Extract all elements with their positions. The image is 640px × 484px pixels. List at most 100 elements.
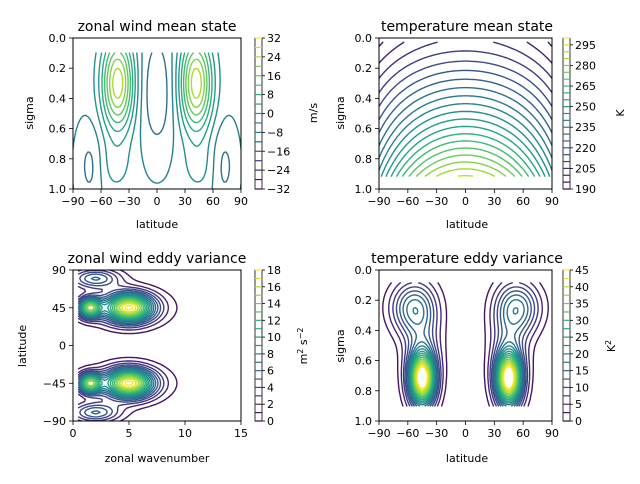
contour-level [408, 147, 523, 177]
contour-level [415, 154, 516, 177]
colorbar-tick-label: −32 [267, 183, 290, 196]
y-tick-label: 0.0 [355, 32, 373, 45]
x-axis-label: latitude [136, 218, 178, 231]
x-tick-label: 30 [487, 427, 501, 440]
contour-level [409, 348, 522, 404]
contour-level [73, 52, 241, 189]
contour-level [424, 161, 507, 177]
colorbar-tick-label: 8 [267, 348, 274, 361]
panel-title: temperature eddy variance [371, 251, 563, 267]
contour-level [379, 86, 552, 147]
panel-title: temperature mean state [381, 19, 553, 35]
colorbar: 190 205 220 235 250 265 280 295 [562, 37, 596, 196]
contour-level [98, 52, 216, 147]
contour-level [416, 365, 515, 390]
x-tick-label: −30 [425, 195, 448, 208]
contour-lines [382, 282, 549, 407]
contour-level [388, 282, 543, 407]
colorbar-tick-label: −24 [267, 164, 290, 177]
colorbar-tick-label: 205 [575, 162, 596, 175]
y-tick-label: 0.8 [49, 153, 67, 166]
y-tick-label: 0.6 [49, 123, 67, 136]
colorbar-tick-label: 14 [267, 298, 281, 311]
contour-lines [77, 270, 178, 421]
colorbar-tick-label: 235 [575, 121, 596, 134]
colorbar-tick-label: 10 [575, 381, 589, 394]
panel-zonal-wind-eddy: zonal wind eddy variance 0 5 10 15 90 45 0 −45… [16, 251, 310, 465]
colorbar-tick-label: −16 [267, 145, 290, 158]
contour-level [106, 52, 208, 116]
colorbar-tick-label: 5 [575, 398, 582, 411]
colorbar-tick-label: 4 [267, 381, 274, 394]
panel-zonal-wind-mean: zonal wind mean state −90 −60 −30 0 30 60 90 0… [23, 19, 320, 231]
contour-level [93, 52, 221, 183]
contour-level [101, 52, 213, 133]
x-tick-label: 15 [234, 427, 248, 440]
x-tick-label: −90 [61, 195, 84, 208]
x-tick-label: −90 [367, 195, 390, 208]
contour-level [124, 304, 134, 387]
contour-level [82, 296, 148, 395]
colorbar-tick-label: 32 [267, 32, 281, 45]
contour-level [402, 294, 529, 407]
y-tick-label: 0.8 [355, 153, 373, 166]
contour-level [380, 110, 551, 177]
contour-level [457, 174, 474, 177]
contour-level [411, 352, 520, 401]
contour-level [379, 78, 552, 134]
y-tick-label: 0.2 [49, 62, 67, 75]
colorbar-label: K [614, 109, 627, 117]
y-tick-label: 0.6 [355, 123, 373, 136]
y-ticks: 0.0 0.2 0.4 0.6 0.8 1.0 [49, 32, 73, 196]
contour-level [410, 350, 521, 402]
contour-level [103, 52, 211, 124]
contour-level [77, 271, 162, 420]
x-tick-label: −90 [367, 427, 390, 440]
colorbar-tick-label: 10 [267, 331, 281, 344]
contour-level [109, 58, 205, 109]
contour-level [119, 301, 139, 390]
y-tick-label: 90 [52, 264, 66, 277]
contour-level [414, 362, 517, 393]
y-ticks: 0.0 0.2 0.4 0.6 0.8 1.0 [355, 32, 379, 196]
contour-level [83, 52, 231, 183]
x-tick-label: 0 [154, 195, 161, 208]
panel-title: zonal wind mean state [78, 19, 237, 35]
contour-level [79, 292, 155, 399]
colorbar-tick-label: 35 [575, 298, 589, 311]
y-axis-label: sigma [23, 96, 36, 129]
colorbar-tick-label: 24 [267, 51, 281, 64]
contour-level [379, 41, 552, 64]
contour-level [85, 299, 143, 392]
y-axis-label: sigma [334, 329, 347, 362]
y-tick-label: 0.4 [355, 92, 373, 105]
colorbar-tick-label: −8 [267, 126, 283, 139]
colorbar-tick-label: 0 [267, 415, 274, 428]
x-axis-label: zonal wavenumber [105, 452, 210, 465]
y-axis-label: sigma [334, 96, 347, 129]
colorbar-tick-label: 6 [267, 365, 274, 378]
x-tick-label: 60 [206, 195, 220, 208]
contour-level [406, 299, 525, 407]
contour-level [436, 168, 495, 177]
y-tick-label: −90 [43, 415, 66, 428]
contour-level [396, 133, 535, 177]
y-tick-label: 0.0 [49, 32, 67, 45]
colorbar-tick-label: 280 [575, 59, 596, 72]
contour-level [77, 273, 159, 418]
x-tick-label: 30 [487, 195, 501, 208]
contour-level [379, 50, 552, 94]
contour-level [399, 290, 532, 407]
contour-level [382, 282, 549, 407]
contour-level [379, 41, 552, 80]
contour-level [379, 95, 552, 159]
contour-level [385, 118, 546, 177]
x-tick-label: 5 [126, 427, 133, 440]
colorbar-tick-label: 2 [267, 398, 274, 411]
contour-level [412, 356, 519, 398]
x-ticks: −90 −60 −30 0 30 60 90 [61, 189, 248, 208]
colorbar-tick-label: 250 [575, 101, 596, 114]
contour-level [408, 307, 523, 406]
contour-level [84, 298, 145, 393]
